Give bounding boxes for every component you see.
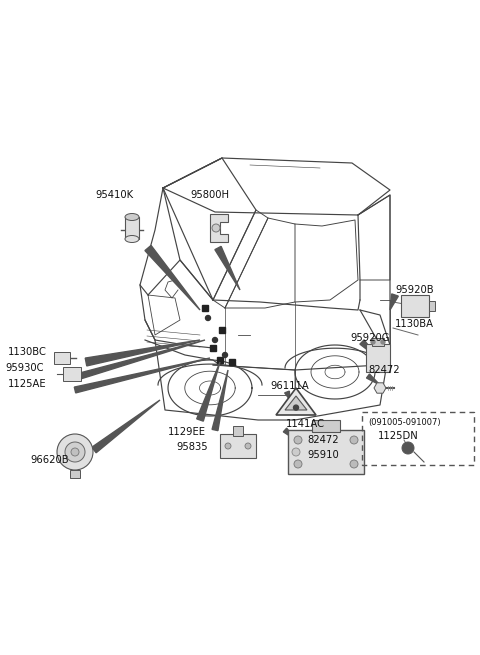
- Circle shape: [223, 352, 228, 358]
- Circle shape: [294, 436, 302, 444]
- Text: 1125DN: 1125DN: [378, 431, 419, 441]
- Polygon shape: [212, 370, 228, 430]
- Text: 95835: 95835: [176, 442, 208, 452]
- Text: 1129EE: 1129EE: [168, 427, 206, 437]
- Circle shape: [381, 340, 385, 344]
- Polygon shape: [374, 383, 386, 393]
- Circle shape: [294, 460, 302, 468]
- Circle shape: [205, 316, 211, 320]
- Bar: [372, 338, 384, 346]
- Circle shape: [402, 442, 414, 454]
- Circle shape: [350, 436, 358, 444]
- Text: 96620B: 96620B: [30, 455, 69, 465]
- Text: 96111A: 96111A: [270, 381, 309, 391]
- Circle shape: [245, 443, 251, 449]
- Text: 82472: 82472: [368, 365, 400, 375]
- Bar: [229, 359, 235, 365]
- Polygon shape: [390, 294, 398, 310]
- Bar: [312, 420, 340, 432]
- Circle shape: [225, 443, 231, 449]
- Bar: [401, 295, 429, 317]
- Circle shape: [371, 340, 375, 344]
- Bar: [217, 357, 223, 363]
- Polygon shape: [215, 246, 240, 290]
- Polygon shape: [285, 396, 307, 410]
- Circle shape: [57, 434, 93, 470]
- Bar: [429, 301, 435, 311]
- Text: (091005-091007): (091005-091007): [368, 417, 441, 426]
- Bar: [362, 412, 474, 465]
- Text: 95930C: 95930C: [5, 363, 44, 373]
- Text: 1130BA: 1130BA: [395, 319, 434, 329]
- Text: 95920G: 95920G: [350, 333, 389, 343]
- Circle shape: [213, 337, 217, 343]
- Circle shape: [212, 224, 220, 232]
- Text: 1130BC: 1130BC: [8, 347, 47, 357]
- Polygon shape: [74, 358, 210, 393]
- Ellipse shape: [125, 236, 139, 242]
- Circle shape: [350, 460, 358, 468]
- Text: 82472: 82472: [307, 435, 338, 445]
- Polygon shape: [79, 340, 205, 379]
- Bar: [63, 367, 81, 381]
- Bar: [125, 217, 139, 239]
- Bar: [202, 305, 208, 311]
- Bar: [210, 345, 216, 351]
- Bar: [54, 352, 70, 364]
- Text: 95920B: 95920B: [395, 285, 433, 295]
- Text: 1125AE: 1125AE: [8, 379, 47, 389]
- Bar: [366, 344, 390, 372]
- Polygon shape: [283, 428, 296, 440]
- Bar: [219, 327, 225, 333]
- Bar: [70, 470, 80, 478]
- Polygon shape: [210, 214, 228, 242]
- Text: 95800H: 95800H: [190, 190, 229, 200]
- Polygon shape: [197, 362, 220, 421]
- Text: 95410K: 95410K: [95, 190, 133, 200]
- Bar: [220, 434, 256, 458]
- Text: 1141AC: 1141AC: [286, 419, 325, 429]
- Bar: [288, 430, 364, 474]
- Polygon shape: [92, 400, 160, 453]
- Circle shape: [293, 405, 299, 410]
- Polygon shape: [276, 388, 316, 415]
- Bar: [233, 426, 243, 436]
- Polygon shape: [360, 340, 378, 358]
- Polygon shape: [85, 340, 200, 366]
- Text: 95910: 95910: [307, 450, 339, 460]
- Polygon shape: [367, 374, 380, 385]
- Polygon shape: [285, 391, 290, 400]
- Circle shape: [65, 442, 85, 462]
- Circle shape: [292, 448, 300, 456]
- Ellipse shape: [125, 214, 139, 221]
- Circle shape: [71, 448, 79, 456]
- Polygon shape: [145, 246, 200, 310]
